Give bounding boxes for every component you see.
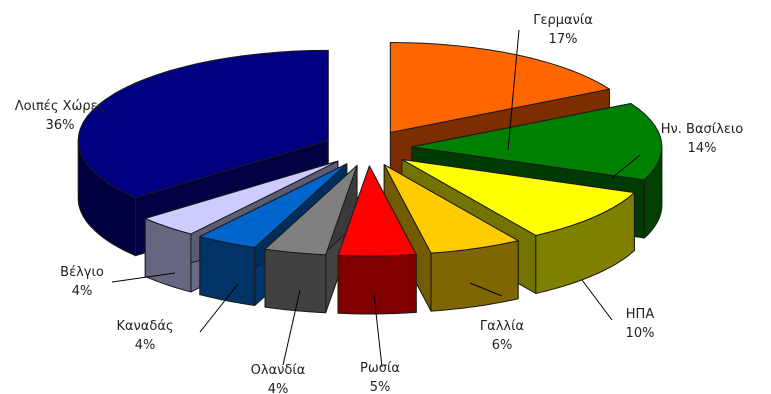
slice-percent-3: 6% bbox=[492, 338, 513, 353]
slice-percent-7: 4% bbox=[72, 284, 93, 299]
slice-2 bbox=[401, 158, 635, 236]
slice-8 bbox=[77, 49, 329, 199]
slice-5 bbox=[264, 164, 358, 256]
slice-percent-1: 14% bbox=[688, 141, 717, 156]
slice-6 bbox=[199, 163, 348, 248]
slice-label-5: Ολανδία bbox=[251, 363, 306, 378]
slice-1 bbox=[411, 103, 663, 181]
slice-label-4: Ρωσία bbox=[360, 361, 400, 376]
slice-percent-8: 36% bbox=[46, 118, 75, 133]
leader-line-7 bbox=[111, 272, 176, 283]
slice-label-2: ΗΠΑ bbox=[626, 307, 655, 322]
slice-4 bbox=[337, 165, 417, 257]
slice-3 bbox=[383, 164, 519, 254]
leader-line-0 bbox=[507, 29, 520, 151]
leader-line-5 bbox=[282, 289, 301, 366]
slice-tops-layer bbox=[77, 42, 663, 257]
leader-line-2 bbox=[581, 279, 613, 321]
slice-0 bbox=[389, 42, 610, 134]
slice-label-6: Καναδάς bbox=[116, 319, 173, 334]
slice-7 bbox=[144, 160, 339, 235]
slice-percent-5: 4% bbox=[268, 382, 289, 394]
leader-lines-layer bbox=[111, 29, 641, 368]
slice-side-4 bbox=[337, 253, 417, 315]
slice-percent-2: 10% bbox=[626, 326, 655, 341]
leader-line-1 bbox=[611, 154, 641, 179]
slice-labels-layer: Γερμανία 17% Ην. Βασίλειο 14% ΗΠΑ 10% Γαλλία 6%… bbox=[15, 13, 744, 394]
slice-percent-6: 4% bbox=[135, 338, 156, 353]
slice-label-1: Ην. Βασίλειο bbox=[661, 122, 744, 137]
slice-side-6 bbox=[199, 236, 256, 306]
slice-label-7: Βέλγιο bbox=[60, 265, 104, 280]
slice-label-3: Γαλλία bbox=[480, 319, 524, 334]
slice-percent-0: 17% bbox=[549, 32, 578, 47]
leader-line-3 bbox=[469, 282, 503, 297]
slice-label-8: Λοιπές Χώρες bbox=[15, 99, 106, 114]
slice-side-5 bbox=[264, 248, 327, 314]
slice-label-0: Γερμανία bbox=[533, 13, 593, 28]
leader-line-6 bbox=[199, 283, 239, 333]
leader-line-4 bbox=[373, 294, 383, 368]
slice-percent-4: 5% bbox=[370, 380, 391, 394]
